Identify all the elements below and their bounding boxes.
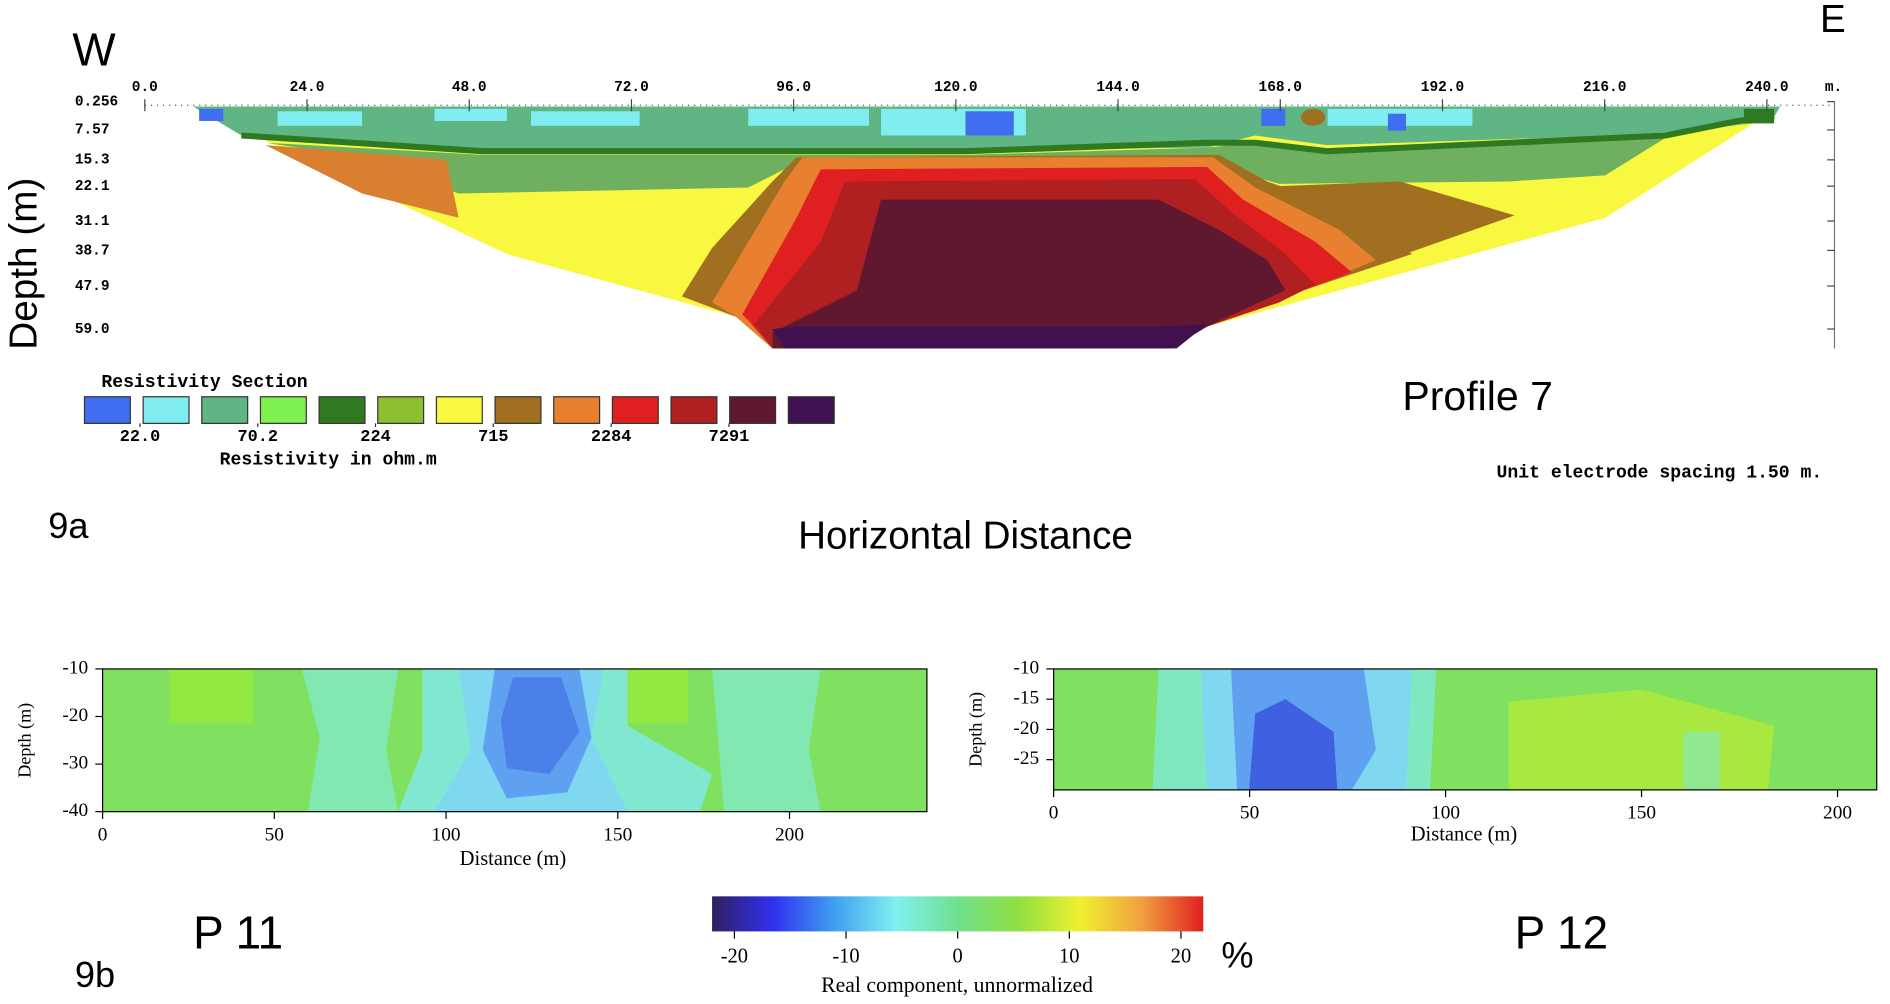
x-tick-label: 168.0 [1259,80,1302,96]
colorbar-tick-label: 22.0 [120,428,161,447]
x-tick-label: 192.0 [1421,80,1464,96]
colorbar-label: Resistivity in ohm.m [220,450,437,470]
x-tick-label: 150 [1627,803,1656,824]
x-tick-label: 50 [1240,803,1259,824]
colorbar-swatch [611,396,659,424]
x-axis-title: Distance (m) [1411,824,1517,846]
chart-title: P 12 [1515,906,1609,958]
colorbar-tick-label: 0 [953,946,963,968]
x-axis-title: Distance (m) [460,848,566,870]
colorbar-swatch [729,396,777,424]
colorbar-swatch [142,396,190,424]
p12-frame [1053,668,1878,791]
chart-title: P 11 [193,906,283,958]
x-tick-label: 100 [1431,803,1460,824]
x-tick-label: 150 [603,824,632,845]
x-unit: m. [1825,80,1842,96]
colorbar-swatch [318,396,366,424]
colorbar-unit: % [1221,935,1253,976]
panel-label: 9b [75,954,115,995]
east-label: E [1820,0,1846,41]
y-tick-label: -25 [1013,748,1039,769]
y-tick-label: -40 [62,800,88,821]
x-tick-label: 216.0 [1583,80,1626,96]
resistivity-section [193,106,1781,349]
x-tick-label: 0.0 [132,80,158,96]
note: Unit electrode spacing 1.50 m. [1497,464,1823,484]
colorbar-tick-label: -10 [832,946,859,968]
colorbar-swatch [259,396,307,424]
y-tick-label: 38.7 [75,243,110,259]
profile-label: Profile 7 [1402,373,1553,419]
colorbar-swatch [670,396,718,424]
y-axis-title: Depth (m) [15,703,36,778]
y-tick-label: 31.1 [75,214,110,230]
colorbar-swatch [553,396,601,424]
colorbar-tick-label: 20 [1171,946,1192,968]
x-tick-label: 0 [1049,803,1059,824]
y-axis-title: Depth (m) [966,692,987,767]
colorbar-title: Resistivity Section [101,373,307,393]
colorbar-swatch [83,396,131,424]
x-tick-label: 24.0 [290,80,325,96]
x-tick-label: 100 [432,824,461,845]
colorbar-tick-label: 715 [478,428,508,447]
x-tick-label: 72.0 [614,80,649,96]
x-tick-label: 240.0 [1745,80,1788,96]
colorbar-tick-label: -20 [721,946,748,968]
y-tick-label: -15 [1013,688,1039,709]
colorbar-tick-label: 10 [1059,946,1080,968]
p11-contour [102,668,927,812]
x-tick-label: 200 [775,824,804,845]
colorbar [712,896,1204,932]
x-tick-label: 0 [98,824,108,845]
colorbar-label: Real component, unnormalized [821,973,1093,997]
y-tick-label: 22.1 [75,179,110,195]
p12-contour [1053,668,1877,790]
y-tick-label: -20 [1013,718,1039,739]
y-tick-label: 0.256 [75,94,118,110]
x-axis-title: Horizontal Distance [798,514,1133,557]
y-tick-label: -20 [62,705,88,726]
colorbar-tick-label: 70.2 [237,428,278,447]
y-axis-title: Depth (m) [3,178,46,350]
y-tick-label: -30 [62,753,88,774]
colorbar-swatch [435,396,483,424]
p11-frame [101,668,928,813]
y-tick-label: 7.57 [75,123,110,139]
west-label: W [72,23,116,75]
y-tick-label: -10 [62,657,88,678]
colorbar-swatch [201,396,249,424]
x-tick-label: 144.0 [1096,80,1139,96]
colorbar-tick-label: 2284 [591,428,632,447]
colorbar-tick-label: 224 [360,428,390,447]
y-tick-label: 47.9 [75,279,110,295]
x-tick-label: 200 [1823,803,1852,824]
colorbar-swatch [787,396,835,424]
colorbar-tick-label: 7291 [709,428,750,447]
x-tick-label: 96.0 [776,80,811,96]
y-tick-label: 15.3 [75,153,110,169]
panel-label: 9a [48,505,89,546]
colorbar-swatch [494,396,542,424]
y-tick-label: 59.0 [75,322,110,338]
x-tick-label: 50 [265,824,284,845]
colorbar-swatch [377,396,425,424]
x-tick-label: 48.0 [452,80,487,96]
y-tick-label: -10 [1013,657,1039,678]
x-tick-label: 120.0 [934,80,977,96]
